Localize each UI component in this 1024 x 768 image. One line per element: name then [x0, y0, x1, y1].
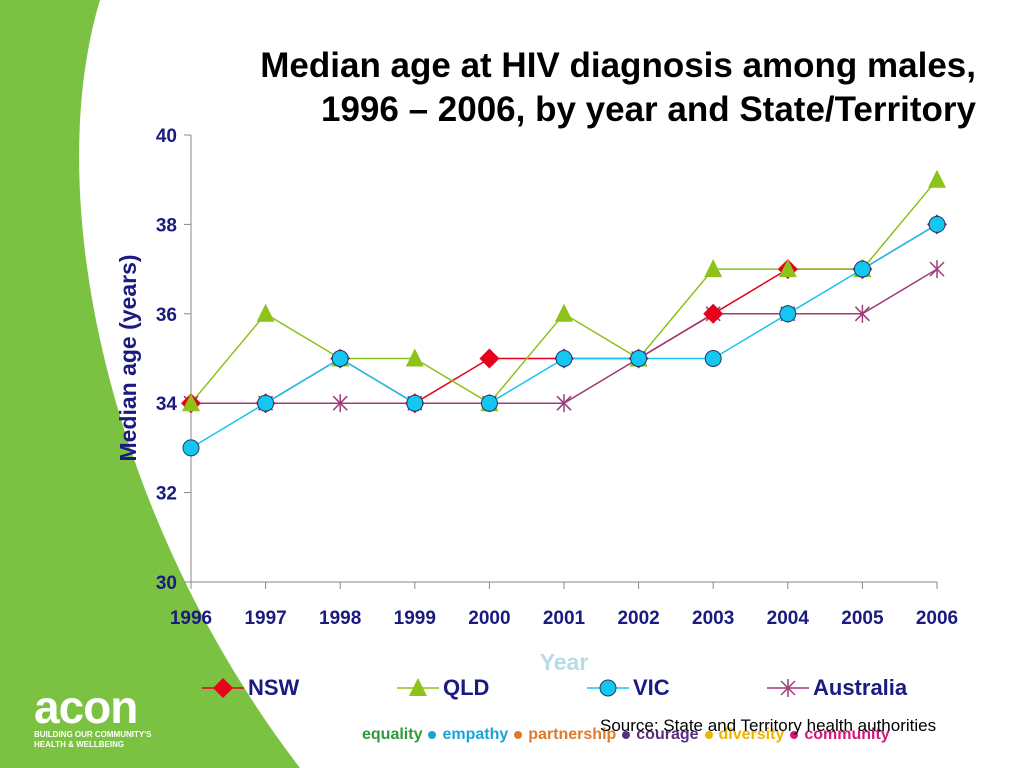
legend-item-australia: Australia [765, 672, 907, 704]
data-point-vic [182, 439, 200, 457]
logo-tagline-line2: HEALTH & WELLBEING [34, 740, 125, 749]
data-point-qld [928, 169, 946, 188]
x-tick-label: 2004 [767, 608, 810, 629]
values-word: equality [362, 726, 423, 743]
acon-logo: acon BUILDING OUR COMMUNITY'S HEALTH & W… [34, 684, 151, 750]
y-tick-label: 36 [156, 305, 177, 326]
x-tick-label: 2001 [543, 608, 586, 629]
data-point-australia [332, 394, 348, 413]
data-point-qld [405, 348, 424, 367]
data-point-qld [555, 303, 573, 322]
data-point-vic [555, 350, 573, 367]
data-point-qld [182, 393, 200, 412]
x-tick-label: 1998 [319, 608, 361, 629]
data-point-australia [854, 304, 870, 323]
data-point-vic [630, 350, 648, 367]
y-tick-label: 34 [156, 394, 178, 415]
x-axis-label: Year [540, 649, 589, 675]
logo-tagline-line1: BUILDING OUR COMMUNITY'S [34, 730, 152, 739]
data-point-nsw [703, 303, 724, 324]
y-tick-label: 30 [156, 573, 177, 594]
values-separator-dot [428, 731, 437, 739]
data-point-vic [257, 394, 275, 412]
legend-item-vic: VIC [585, 672, 670, 704]
legend-label-nsw: NSW [248, 675, 300, 700]
x-tick-label: 2002 [617, 608, 659, 629]
chart-title-line2: 1996 – 2006, by year and State/Territory [321, 90, 976, 129]
data-point-qld [704, 259, 723, 278]
values-word: courage [636, 726, 699, 743]
x-tick-label: 1999 [394, 608, 436, 629]
values-separator-dot [514, 731, 523, 739]
legend-item-qld: QLD [395, 672, 489, 704]
x-tick-label: 2003 [692, 608, 734, 629]
x-tick-label: 1997 [244, 608, 286, 629]
data-point-australia [929, 260, 945, 279]
legend-label-australia: Australia [813, 675, 908, 700]
legend-item-nsw: NSW [200, 672, 299, 704]
legend-marker-vic [587, 679, 629, 697]
x-tick-label: 1996 [170, 608, 212, 629]
legend-label-qld: QLD [443, 675, 490, 700]
values-word: empathy [442, 726, 509, 743]
y-tick-label: 32 [156, 484, 177, 505]
y-axis-label: Median age (years) [115, 254, 141, 461]
chart-title-line1: Median age at HIV diagnosis among males, [260, 46, 976, 85]
data-point-vic [406, 394, 424, 412]
data-point-vic [779, 305, 797, 323]
values-word: diversity [718, 726, 785, 743]
data-point-vic [331, 350, 349, 367]
values-separator-dot [790, 731, 799, 739]
y-tick-label: 38 [156, 215, 177, 236]
y-tick-label: 40 [156, 126, 177, 147]
values-separator-dot [704, 731, 713, 739]
data-point-vic [480, 394, 498, 412]
data-point-vic [853, 260, 871, 278]
chart-title: Median age at HIV diagnosis among males,… [150, 44, 976, 132]
x-tick-label: 2006 [916, 608, 958, 629]
values-separator-dot [622, 731, 631, 739]
source-note: Source: State and Territory health autho… [600, 716, 937, 735]
data-point-vic [704, 350, 722, 367]
data-point-nsw [479, 348, 500, 369]
data-point-australia [556, 394, 572, 413]
legend-marker-qld [397, 678, 439, 696]
values-bar: equality empathy partnership courage diversi… [362, 726, 890, 744]
values-word: partnership [528, 726, 617, 743]
logo-wordmark: acon [34, 681, 138, 733]
values-word: community [804, 726, 890, 743]
x-tick-label: 2000 [468, 608, 510, 629]
legend-marker-australia [767, 679, 809, 697]
data-point-vic [928, 215, 946, 233]
x-tick-label: 2005 [841, 608, 884, 629]
legend-marker-nsw [202, 678, 244, 698]
data-point-qld [256, 303, 275, 322]
data-point-qld [778, 259, 797, 278]
legend-label-vic: VIC [633, 675, 670, 700]
